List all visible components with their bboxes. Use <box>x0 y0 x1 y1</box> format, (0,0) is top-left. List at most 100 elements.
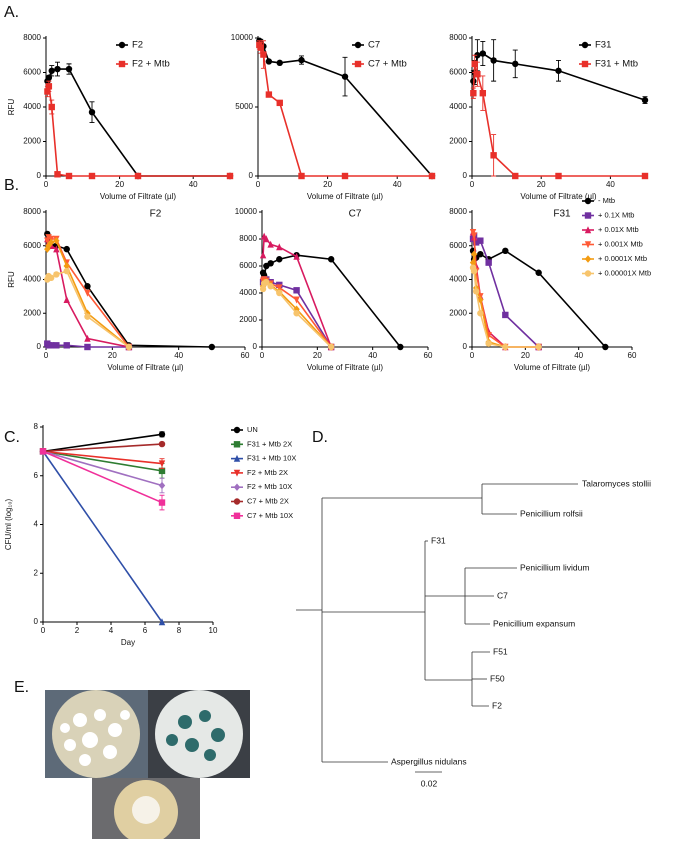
series-line <box>42 450 163 472</box>
marker <box>502 343 509 351</box>
marker <box>293 252 300 260</box>
y-tick-label: 2000 <box>449 308 467 317</box>
marker <box>397 343 404 351</box>
chart-title: C7 <box>349 209 362 220</box>
series-line <box>42 450 163 487</box>
chart-title: F2 <box>150 209 162 220</box>
y-tick-label: 4000 <box>449 275 467 284</box>
marker <box>208 343 216 351</box>
marker <box>602 343 609 351</box>
marker <box>428 172 436 180</box>
marker <box>341 73 349 80</box>
marker <box>490 57 497 64</box>
x-tick-label: 0 <box>44 351 49 360</box>
legend-label: F2 + Mtb <box>132 59 170 70</box>
panel-label: C. <box>4 429 20 446</box>
panel-label: D. <box>312 429 328 446</box>
legend-label: + 0.00001X Mtb <box>598 268 651 277</box>
marker <box>63 342 70 349</box>
y-tick-label: 0 <box>463 171 468 180</box>
y-tick-label: 4 <box>34 520 39 529</box>
marker <box>502 247 509 255</box>
marker <box>84 283 91 290</box>
legend-marker <box>233 483 241 491</box>
panel-label: A. <box>4 4 19 21</box>
legend-marker <box>233 512 241 519</box>
marker <box>535 269 542 276</box>
marker <box>63 267 70 275</box>
marker <box>470 90 477 97</box>
y-axis-label: CFU/ml (log₁₀) <box>4 498 13 550</box>
x-tick-label: 40 <box>174 351 183 360</box>
y-tick-label: 0 <box>37 171 42 180</box>
panel-label: E. <box>14 679 29 696</box>
legend-label: F2 + Mtb 10X <box>247 482 292 491</box>
x-tick-label: 0 <box>256 180 261 189</box>
y-tick-label: 2 <box>34 568 39 577</box>
x-axis-label: Volume of Filtrate (µl) <box>514 363 591 372</box>
marker <box>479 50 487 57</box>
legend-label: + 0.01X Mtb <box>598 225 639 234</box>
legend-marker <box>233 426 241 434</box>
marker <box>276 99 283 107</box>
y-tick-label: 4000 <box>23 275 41 284</box>
x-tick-label: 40 <box>574 351 583 360</box>
y-tick-label: 6 <box>34 471 39 480</box>
x-tick-label: 8 <box>177 626 182 635</box>
marker <box>512 172 519 180</box>
marker <box>44 245 51 253</box>
series-line <box>472 249 606 348</box>
y-tick-label: 8000 <box>23 33 41 42</box>
marker <box>474 52 481 59</box>
marker <box>327 256 335 263</box>
series-line <box>46 270 130 348</box>
series-line <box>42 450 163 504</box>
marker <box>469 258 477 267</box>
marker <box>134 172 142 180</box>
series-line <box>46 233 212 348</box>
leaf-label: F50 <box>490 673 505 683</box>
marker <box>48 67 55 74</box>
marker <box>641 172 649 180</box>
marker <box>158 460 166 468</box>
marker <box>45 242 52 250</box>
leaf-label: Aspergillus nidulans <box>391 756 467 766</box>
chart-title: F31 <box>553 209 571 220</box>
marker <box>512 60 519 68</box>
x-tick-label: 6 <box>143 626 148 635</box>
marker <box>485 340 492 347</box>
leaf-label: Penicillium lividum <box>520 562 589 572</box>
marker <box>555 67 562 74</box>
y-tick-label: 2000 <box>449 137 467 146</box>
marker <box>53 245 60 253</box>
scale-label: 0.02 <box>421 778 438 788</box>
legend-label: F2 <box>132 40 143 51</box>
marker <box>555 172 562 180</box>
marker <box>267 283 274 290</box>
series-line <box>42 450 163 465</box>
x-tick-label: 0 <box>260 351 265 360</box>
y-tick-label: 2000 <box>239 315 257 324</box>
y-tick-label: 6000 <box>23 241 41 250</box>
legend-label: + 0.001X Mtb <box>598 239 643 248</box>
marker <box>265 91 273 98</box>
series-line <box>46 68 230 177</box>
y-tick-label: 6000 <box>239 261 257 270</box>
marker <box>63 245 70 253</box>
marker <box>276 59 283 67</box>
marker <box>502 311 509 319</box>
marker <box>293 310 300 317</box>
legend-label: F31 + Mtb 10X <box>247 454 296 463</box>
x-tick-label: 20 <box>537 180 546 189</box>
y-tick-label: 4000 <box>23 102 41 111</box>
x-tick-label: 20 <box>521 351 530 360</box>
marker <box>54 65 61 73</box>
plate-photos <box>45 690 250 844</box>
marker <box>257 44 264 51</box>
series-line <box>42 450 163 623</box>
marker <box>470 267 478 275</box>
y-tick-label: 0 <box>253 342 258 351</box>
marker <box>47 274 55 282</box>
x-axis-label: Volume of Filtrate (µl) <box>100 192 177 201</box>
